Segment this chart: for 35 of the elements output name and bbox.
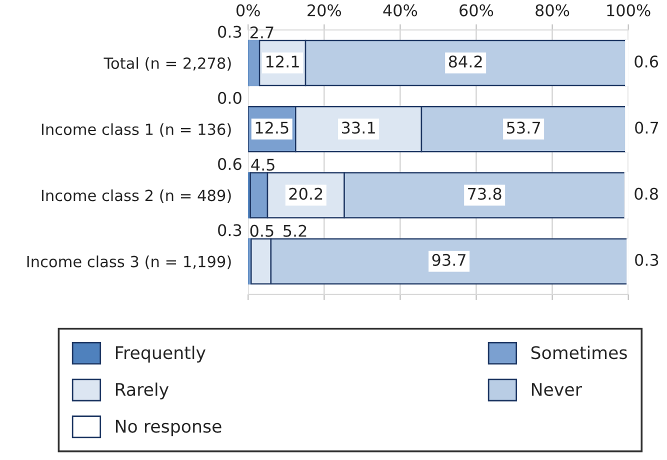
x-tick-label: 40%	[383, 4, 418, 16]
data-label: 53.7	[507, 122, 540, 134]
y-tick-label: Income class 3 (n = 1,199)	[27, 256, 231, 270]
data-label: 0.3	[218, 224, 242, 236]
data-label: 0.3	[635, 254, 658, 266]
data-label: 4.5	[251, 158, 274, 171]
data-label: 73.8	[468, 188, 502, 200]
data-label: 84.2	[448, 56, 482, 68]
data-label: 33.1	[342, 122, 375, 134]
data-label: 0.8	[634, 188, 658, 200]
data-label: 93.7	[432, 254, 466, 266]
legend-label: Frequently	[116, 346, 206, 363]
legend-label: No response	[116, 420, 222, 436]
data-label: 12.1	[266, 56, 299, 68]
data-label: 0.0	[218, 92, 242, 104]
legend-label: Rarely	[116, 382, 169, 400]
x-tick-label: 60%	[460, 4, 494, 16]
x-tick-label: 100%	[607, 4, 650, 16]
data-label: 0.6	[634, 56, 658, 68]
data-label: 12.5	[256, 122, 288, 134]
legend-label: Never	[532, 383, 582, 396]
data-label: 5.2	[284, 224, 306, 237]
x-tick-label: 20%	[308, 4, 342, 16]
x-tick-label: 80%	[536, 4, 570, 16]
data-label: 2.7	[250, 26, 274, 38]
data-label: 0.5	[250, 224, 274, 237]
y-tick-label: Income class 2 (n = 489)	[42, 189, 231, 204]
data-label: 20.2	[289, 188, 322, 200]
data-label: 0.3	[218, 26, 242, 38]
data-label: 0.6	[218, 158, 242, 170]
y-tick-label: Income class 1 (n = 136)	[42, 123, 231, 137]
data-label: 0.7	[635, 122, 658, 134]
legend-label: Sometimes	[531, 346, 627, 360]
x-tick-label: 0%	[236, 4, 260, 16]
y-tick-label: Total (n = 2,278)	[104, 57, 231, 71]
